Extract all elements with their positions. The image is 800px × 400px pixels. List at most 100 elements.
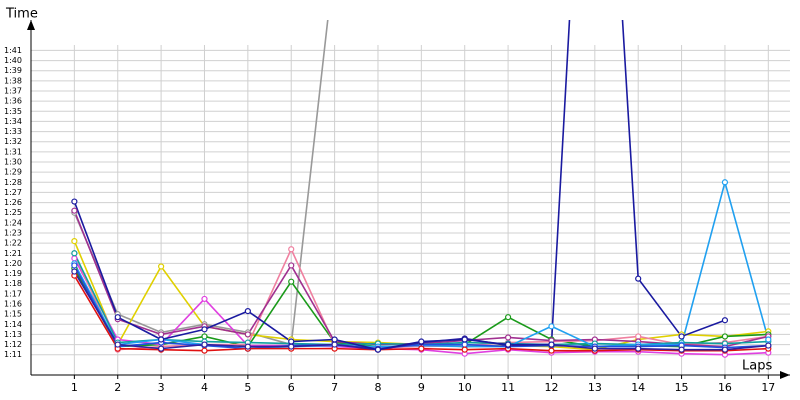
y-tick-label: 1:39 <box>4 66 22 75</box>
y-tick-label: 1:27 <box>4 188 22 197</box>
data-point <box>548 347 555 354</box>
y-tick-label: 1:34 <box>4 117 22 126</box>
x-tick-label: 12 <box>544 381 558 394</box>
x-tick-label: 8 <box>374 381 381 394</box>
y-tick-label: 1:28 <box>4 178 22 187</box>
data-point <box>158 331 165 338</box>
y-tick-label: 1:37 <box>4 87 22 96</box>
data-point <box>288 262 295 269</box>
data-point <box>504 314 512 321</box>
x-tick-label: 3 <box>158 381 165 394</box>
x-tick-label: 2 <box>114 381 121 394</box>
x-tick-label: 7 <box>331 381 338 394</box>
data-point <box>721 333 729 340</box>
y-tick-label: 1:31 <box>4 147 22 156</box>
y-tick-label: 1:24 <box>4 218 22 227</box>
y-tick-label: 1:19 <box>4 269 22 278</box>
data-point <box>158 336 165 343</box>
data-point <box>504 341 512 348</box>
y-tick-label: 1:30 <box>4 158 22 167</box>
y-tick-label: 1:36 <box>4 97 22 106</box>
series-line <box>73 20 726 351</box>
x-tick-label: 5 <box>244 381 251 394</box>
data-point <box>244 343 251 350</box>
data-point <box>635 275 642 282</box>
data-point <box>71 207 78 214</box>
data-point <box>721 179 729 186</box>
data-point <box>71 238 78 245</box>
y-tick-label: 1:38 <box>4 76 22 85</box>
data-point <box>288 278 295 285</box>
data-point <box>244 331 251 338</box>
x-tick-label: 14 <box>631 381 645 394</box>
data-point <box>331 341 338 348</box>
y-tick-label: 1:26 <box>4 198 22 207</box>
data-point <box>71 268 78 275</box>
y-tick-label: 1:13 <box>4 330 22 339</box>
data-point <box>71 262 78 269</box>
data-point <box>765 342 772 349</box>
y-tick-label: 1:12 <box>4 340 22 349</box>
data-point <box>678 346 685 353</box>
data-point <box>158 345 165 352</box>
plot-area <box>71 20 772 358</box>
data-point <box>71 250 78 257</box>
x-axis-label: Laps <box>742 359 772 374</box>
y-tick-label: 1:41 <box>4 46 22 55</box>
x-tick-label: 6 <box>288 381 295 394</box>
x-tick-label: 11 <box>501 381 515 394</box>
data-point <box>504 334 512 341</box>
y-tick-label: 1:15 <box>4 310 22 319</box>
data-point <box>201 347 208 354</box>
x-tick-label: 16 <box>718 381 732 394</box>
data-point <box>201 341 208 348</box>
data-point <box>548 323 555 330</box>
x-tick-label: 9 <box>418 381 425 394</box>
y-tick-label: 1:22 <box>4 239 22 248</box>
data-point <box>288 338 295 345</box>
data-point <box>114 341 121 348</box>
data-point <box>71 255 78 262</box>
data-point <box>288 246 295 253</box>
data-point <box>114 314 121 321</box>
x-tick-label: 1 <box>71 381 78 394</box>
y-tick-label: 1:40 <box>4 56 22 65</box>
data-point <box>201 333 208 340</box>
data-point <box>374 346 382 353</box>
y-tick-label: 1:35 <box>4 107 22 116</box>
x-tick-label: 4 <box>201 381 208 394</box>
data-point <box>461 346 468 353</box>
y-axis-label: Time <box>5 7 38 22</box>
data-point <box>461 341 468 348</box>
data-point <box>591 345 598 352</box>
data-point <box>461 336 468 343</box>
y-tick-label: 1:17 <box>4 289 22 298</box>
data-point <box>635 345 642 352</box>
x-tick-label: 15 <box>675 381 689 394</box>
y-tick-label: 1:18 <box>4 279 22 288</box>
data-point <box>331 336 338 343</box>
data-point <box>721 317 729 324</box>
x-tick-label: 13 <box>588 381 602 394</box>
data-point <box>418 345 425 352</box>
y-tick-label: 1:14 <box>4 320 22 329</box>
y-tick-label: 1:20 <box>4 259 22 268</box>
data-point <box>418 338 425 345</box>
data-point <box>548 341 555 348</box>
data-point <box>201 326 208 333</box>
data-point <box>635 333 642 340</box>
y-tick-label: 1:33 <box>4 127 22 136</box>
x-tick-label: 17 <box>761 381 775 394</box>
y-tick-label: 1:29 <box>4 168 22 177</box>
y-tick-label: 1:16 <box>4 300 22 309</box>
data-point <box>721 346 729 353</box>
y-tick-label: 1:32 <box>4 137 22 146</box>
y-tick-label: 1:23 <box>4 229 22 238</box>
data-point <box>158 263 165 270</box>
data-point <box>765 336 772 343</box>
data-point <box>71 198 78 205</box>
data-point <box>288 343 295 350</box>
y-axis-arrow <box>27 20 35 30</box>
